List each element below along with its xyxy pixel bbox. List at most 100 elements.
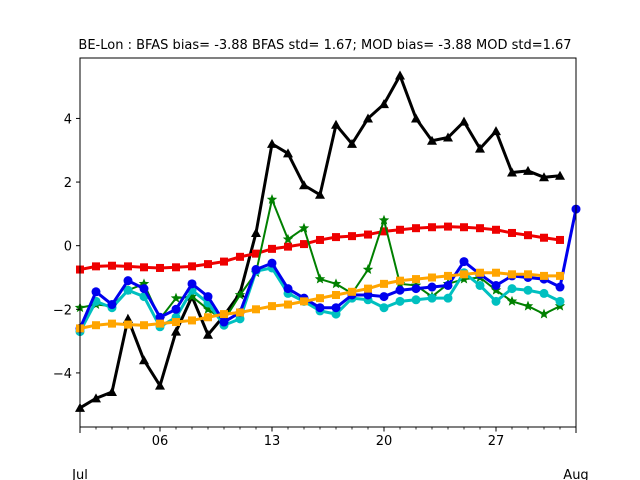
x-month-label: Jul	[71, 468, 88, 480]
data-point	[332, 290, 340, 299]
data-point	[347, 138, 357, 148]
data-point	[315, 303, 325, 313]
data-point	[171, 304, 181, 314]
data-point	[123, 285, 133, 295]
data-point	[316, 294, 324, 303]
data-point	[475, 143, 485, 153]
data-point	[396, 225, 404, 234]
data-point	[91, 393, 101, 403]
data-point	[459, 257, 469, 267]
data-point	[252, 249, 260, 258]
data-point	[267, 138, 277, 148]
data-point	[251, 227, 261, 237]
data-point	[220, 310, 228, 319]
data-point	[444, 222, 452, 231]
data-point	[170, 292, 182, 303]
data-point	[315, 189, 325, 199]
data-point	[139, 284, 149, 294]
data-point	[379, 303, 389, 313]
data-point	[491, 126, 501, 136]
chart-title: BE-Lon : BFAS bias= -3.88 BFAS std= 1.67…	[78, 38, 571, 53]
x-month-label: Aug	[563, 468, 588, 480]
y-tick-label: 0	[64, 240, 72, 255]
data-point	[283, 148, 293, 158]
data-point	[443, 280, 453, 290]
x-tick-label: 06	[152, 434, 169, 449]
data-point	[427, 282, 437, 292]
data-point	[507, 284, 517, 294]
data-point	[108, 261, 116, 270]
data-point	[172, 263, 180, 272]
x-tick-label: 20	[376, 434, 393, 449]
data-point	[555, 296, 565, 306]
data-point	[524, 231, 532, 240]
data-point	[556, 271, 564, 280]
data-point	[282, 233, 294, 244]
data-point	[523, 165, 533, 175]
data-point	[492, 225, 500, 234]
axis-layer: −4 −2 0 2 4 06 13 20 27 Jul Aug	[53, 112, 589, 480]
data-point	[92, 321, 100, 330]
data-point	[460, 270, 468, 279]
data-point	[155, 312, 165, 322]
data-point	[268, 244, 276, 253]
data-point	[476, 268, 484, 277]
data-point	[92, 262, 100, 271]
data-point	[298, 222, 310, 233]
data-point	[268, 302, 276, 311]
data-point	[444, 271, 452, 280]
data-point	[538, 308, 550, 319]
data-point	[443, 132, 453, 142]
data-point	[555, 282, 565, 292]
data-point	[138, 278, 150, 289]
data-point	[363, 290, 373, 300]
data-point	[299, 180, 309, 190]
data-point	[203, 292, 213, 302]
data-point	[491, 280, 501, 290]
data-point	[396, 276, 404, 285]
data-point	[428, 273, 436, 282]
data-point	[124, 320, 132, 329]
data-point	[364, 230, 372, 239]
data-point	[300, 297, 308, 306]
data-point	[171, 326, 181, 336]
data-point	[108, 319, 116, 328]
data-point	[427, 293, 437, 303]
data-point	[331, 303, 341, 313]
data-point	[140, 263, 148, 272]
y-tick-label: −4	[53, 367, 72, 382]
data-point	[266, 194, 278, 205]
data-point	[364, 284, 372, 293]
data-point	[251, 265, 261, 275]
data-point	[522, 300, 534, 311]
data-point	[460, 223, 468, 232]
data-point	[187, 279, 197, 289]
data-point	[555, 170, 565, 180]
data-point	[395, 70, 405, 80]
data-point	[411, 295, 421, 305]
y-tick-label: 4	[64, 112, 72, 127]
data-point	[475, 280, 485, 290]
data-point	[348, 287, 356, 296]
data-point	[540, 271, 548, 280]
data-point	[107, 387, 117, 397]
data-point	[203, 329, 213, 339]
data-point	[236, 308, 244, 317]
plot-frame	[79, 57, 577, 428]
data-point	[188, 262, 196, 271]
data-point	[156, 263, 164, 272]
data-point	[186, 291, 198, 302]
data-point	[140, 321, 148, 330]
data-point	[316, 235, 324, 244]
data-point	[284, 300, 292, 309]
data-point	[267, 258, 277, 268]
data-point	[412, 224, 420, 233]
data-point	[331, 309, 341, 319]
data-point	[220, 257, 228, 266]
data-point	[155, 380, 165, 390]
data-point	[363, 113, 373, 123]
data-point	[300, 240, 308, 249]
data-point	[556, 235, 564, 244]
data-point	[411, 113, 421, 123]
